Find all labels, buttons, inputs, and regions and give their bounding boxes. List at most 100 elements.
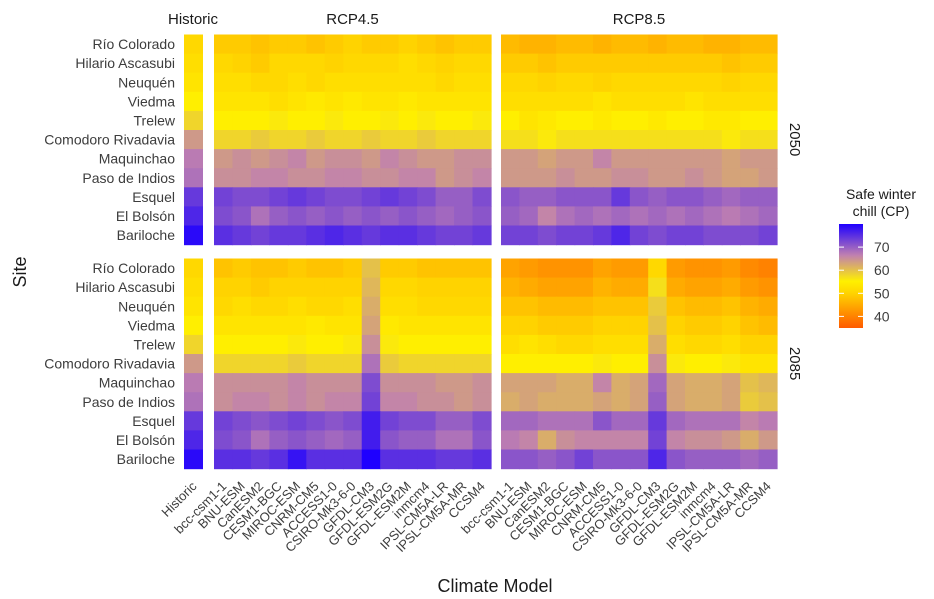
heatmap-cell (574, 354, 594, 374)
heatmap-cell (398, 91, 418, 112)
heatmap-cell (666, 130, 686, 150)
site-tick-label: Bariloche (117, 227, 176, 243)
historic-cell (184, 277, 203, 298)
heatmap-cell (250, 373, 270, 393)
heatmap-cell (648, 315, 668, 336)
heatmap-cell (593, 315, 612, 336)
heatmap-cell (214, 449, 234, 470)
heatmap-cell (306, 277, 326, 298)
heatmap-cell (232, 373, 252, 393)
heatmap-cell (519, 411, 539, 431)
heatmap-cell (343, 430, 363, 451)
heatmap-cell (232, 411, 252, 431)
heatmap-cell (232, 53, 252, 74)
heatmap-cell (519, 110, 539, 131)
heatmap-cell (380, 315, 400, 336)
heatmap-cell (417, 411, 437, 431)
heatmap-cell (232, 354, 252, 374)
heatmap-cell (721, 392, 741, 412)
heatmap-cell (758, 187, 778, 207)
heatmap-cell (306, 411, 326, 431)
heatmap-cell (685, 411, 704, 431)
heatmap-cell (629, 206, 649, 227)
heatmap-cell (721, 354, 741, 374)
heatmap-cell (380, 168, 400, 188)
site-tick-label: Río Colorado (93, 260, 176, 276)
historic-cell (184, 334, 203, 355)
heatmap-cell (214, 206, 234, 227)
heatmap-cell (740, 334, 760, 355)
heatmap-cell (574, 130, 594, 150)
heatmap-cell (269, 277, 289, 298)
heatmap-cell (306, 130, 326, 150)
heatmap-cell (417, 392, 437, 412)
heatmap-cell (269, 258, 289, 279)
heatmap-cell (343, 53, 363, 74)
heatmap-cell (648, 187, 668, 207)
heatmap-cell (398, 187, 418, 207)
heatmap-cell (648, 130, 668, 150)
heatmap-cell (306, 34, 326, 55)
heatmap-cell (398, 296, 418, 317)
heatmap-cell (214, 110, 234, 131)
heatmap-cell (343, 149, 363, 169)
heatmap-cell (574, 187, 594, 207)
heatmap-cell (629, 34, 649, 55)
heatmap-cell (721, 315, 741, 336)
heatmap-cell (250, 411, 270, 431)
site-tick-label: Trelew (134, 336, 176, 352)
heatmap-cell (287, 149, 307, 169)
heatmap-cell (435, 91, 455, 112)
heatmap-cell (287, 430, 307, 451)
heatmap-cell (269, 187, 289, 207)
heatmap-cell (537, 187, 557, 207)
heatmap-cell (232, 392, 252, 412)
heatmap-cell (398, 334, 418, 355)
heatmap-cell (454, 296, 474, 317)
heatmap-cell (501, 449, 520, 470)
heatmap-cell (556, 296, 576, 317)
heatmap-cell (232, 315, 252, 336)
heatmap-cell (556, 225, 576, 246)
heatmap-cell (519, 91, 539, 112)
heatmap-cell (501, 411, 520, 431)
heatmap-cell (537, 53, 557, 74)
heatmap-cell (611, 149, 631, 169)
heatmap-cell (250, 296, 270, 317)
heatmap-cell (648, 277, 668, 298)
historic-cell (184, 149, 203, 169)
heatmap-cell (454, 354, 474, 374)
heatmap-cell (324, 411, 344, 431)
heatmap-cell (417, 206, 437, 227)
heatmap-cell (758, 354, 778, 374)
heatmap-cell (703, 430, 723, 451)
heatmap-cell (556, 354, 576, 374)
historic-cell (184, 206, 203, 227)
heatmap-cell (593, 258, 612, 279)
site-tick-labels: Río Colorado Hilario Ascasubi Neuquén Viedm… (44, 36, 176, 467)
heatmap-cell (556, 91, 576, 112)
heatmap-cell (472, 187, 492, 207)
heatmap-cell (574, 110, 594, 131)
heatmap-cell (454, 373, 474, 393)
heatmap-cell (721, 187, 741, 207)
heatmap-cell (435, 258, 455, 279)
heatmap-cell (501, 187, 520, 207)
heatmap-cell (398, 225, 418, 246)
heatmap-cell (435, 225, 455, 246)
heatmap-cell (361, 110, 381, 131)
heatmap-cell (685, 392, 704, 412)
heatmap-cell (250, 149, 270, 169)
heatmap-cell (472, 315, 492, 336)
heatmap-cell (380, 53, 400, 74)
heatmap-cell (593, 34, 612, 55)
heatmap-cell (361, 168, 381, 188)
heatmap-cell (611, 354, 631, 374)
heatmap-cell (361, 206, 381, 227)
site-tick-label: Río Colorado (93, 36, 176, 52)
heatmap-cell (287, 334, 307, 355)
heatmap-cell (740, 130, 760, 150)
heatmap-cell (417, 373, 437, 393)
historic-cell (184, 53, 203, 74)
heatmap-cell (611, 187, 631, 207)
